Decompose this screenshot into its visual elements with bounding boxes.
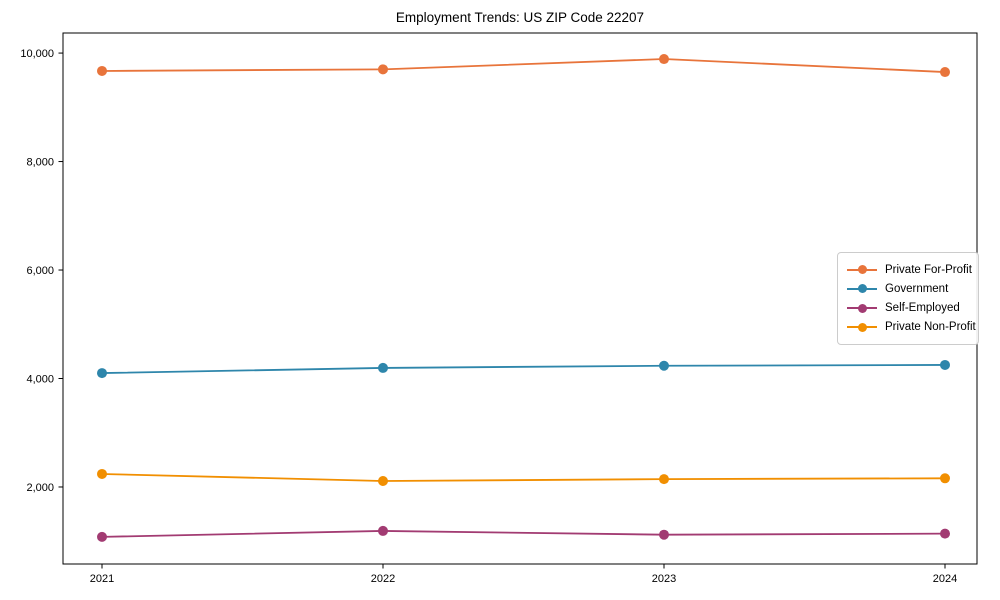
data-point-self-employed-2023	[659, 529, 669, 540]
y-tick-label: 10,000	[20, 48, 54, 60]
data-point-private-for-profit-2021	[97, 65, 107, 76]
series-line-0	[101, 58, 946, 73]
legend-label: Private For-Profit	[885, 263, 972, 276]
chart-title: Employment Trends: US ZIP Code 22207	[395, 10, 645, 25]
data-point-private-non-profit-2022	[378, 476, 388, 487]
legend-marker-icon	[847, 322, 877, 332]
y-tick-label: 2,000	[26, 482, 54, 494]
data-point-government-2021	[97, 368, 107, 379]
legend-item: Private For-Profit	[847, 260, 972, 279]
data-point-private-for-profit-2024	[940, 67, 950, 78]
legend-item: Self-Employed	[847, 299, 969, 318]
legend-label: Government	[885, 282, 949, 295]
legend-label: Private Non-Profit	[885, 321, 976, 334]
legend-item: Private Non-Profit	[847, 318, 976, 337]
legend: Private For-Profit Government Self-Employe…	[837, 252, 979, 345]
legend-marker-icon	[847, 265, 877, 275]
x-tick-label: 2022	[371, 573, 395, 585]
data-point-private-non-profit-2024	[940, 473, 950, 484]
y-tick-label: 8,000	[26, 157, 54, 169]
data-point-self-employed-2024	[940, 528, 950, 539]
series-line-1	[101, 364, 946, 374]
x-tick-label: 2021	[90, 573, 114, 585]
data-point-self-employed-2022	[378, 525, 388, 536]
data-point-self-employed-2021	[97, 531, 107, 542]
data-point-government-2023	[659, 360, 669, 371]
legend-label: Self-Employed	[885, 302, 960, 315]
legend-marker-icon	[847, 303, 877, 313]
x-tick-label: 2023	[652, 573, 676, 585]
data-point-private-non-profit-2021	[97, 468, 107, 479]
data-point-private-for-profit-2023	[659, 54, 669, 65]
series-line-2	[101, 530, 946, 538]
data-point-private-for-profit-2022	[378, 64, 388, 75]
legend-marker-icon	[847, 284, 877, 294]
x-tick-label: 2024	[933, 573, 957, 585]
data-point-government-2024	[940, 359, 950, 370]
series-line-3	[101, 473, 946, 482]
y-tick-label: 4,000	[26, 374, 54, 386]
legend-item: Government	[847, 279, 969, 298]
data-point-government-2022	[378, 362, 388, 373]
data-point-private-non-profit-2023	[659, 474, 669, 485]
y-tick-label: 6,000	[26, 265, 54, 277]
